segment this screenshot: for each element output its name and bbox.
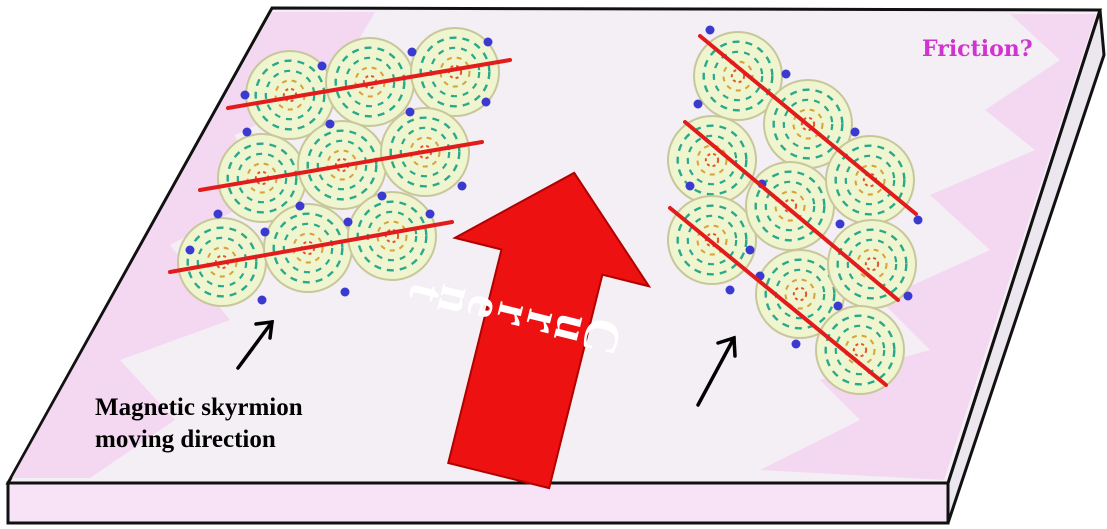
direction-arrow-icon — [236, 319, 275, 370]
track-line — [668, 206, 888, 387]
plate-front-face — [6, 481, 950, 525]
blue-dot — [705, 25, 715, 35]
blue-dot — [240, 90, 250, 100]
blue-dot — [317, 61, 327, 71]
track-line — [168, 220, 454, 274]
blue-dot — [260, 227, 270, 237]
blue-dot — [295, 201, 305, 211]
blue-dot — [685, 181, 695, 191]
blue-dot — [833, 301, 843, 311]
blue-dot — [343, 217, 353, 227]
skyrmion — [827, 219, 917, 309]
track-line — [198, 140, 484, 192]
blue-dot — [377, 191, 387, 201]
skyrmion — [667, 115, 757, 205]
plate-right-pink-band — [760, 14, 1096, 480]
blue-dot — [257, 295, 267, 305]
blue-dot — [425, 209, 435, 219]
blue-dot — [325, 119, 335, 129]
plate-left-pink-band — [12, 12, 375, 478]
blue-dot — [835, 219, 845, 229]
blue-dot — [457, 181, 467, 191]
track-line — [226, 58, 512, 110]
right-track-lines — [668, 34, 918, 387]
left-track-lines — [168, 58, 512, 274]
blue-dot — [903, 291, 913, 301]
blue-dot — [242, 127, 252, 137]
blue-dot — [340, 287, 350, 297]
blue-dot — [405, 107, 415, 117]
skyrmion — [410, 27, 500, 117]
moving-direction-label-line1: Magnetic skyrmion — [95, 394, 303, 421]
track-line — [698, 34, 918, 216]
track-line — [683, 120, 900, 302]
blue-dot — [781, 69, 791, 79]
blue-dot — [185, 245, 195, 255]
blue-dot — [791, 339, 801, 349]
blue-dot — [725, 285, 735, 295]
blue-dot — [850, 127, 860, 137]
skyrmion — [693, 31, 783, 121]
skyrmion — [347, 191, 437, 281]
blue-dot — [213, 209, 223, 219]
blue-dot — [913, 215, 923, 225]
blue-dot — [483, 37, 493, 47]
blue-dot — [693, 99, 703, 109]
friction-label: Friction? — [922, 36, 1033, 62]
moving-direction-label-line2: moving direction — [95, 426, 276, 453]
skyrmion — [815, 305, 905, 395]
blue-dot — [745, 245, 755, 255]
blue-dot — [407, 47, 417, 57]
blue-dot — [481, 97, 491, 107]
direction-arrow-icon — [696, 335, 737, 407]
